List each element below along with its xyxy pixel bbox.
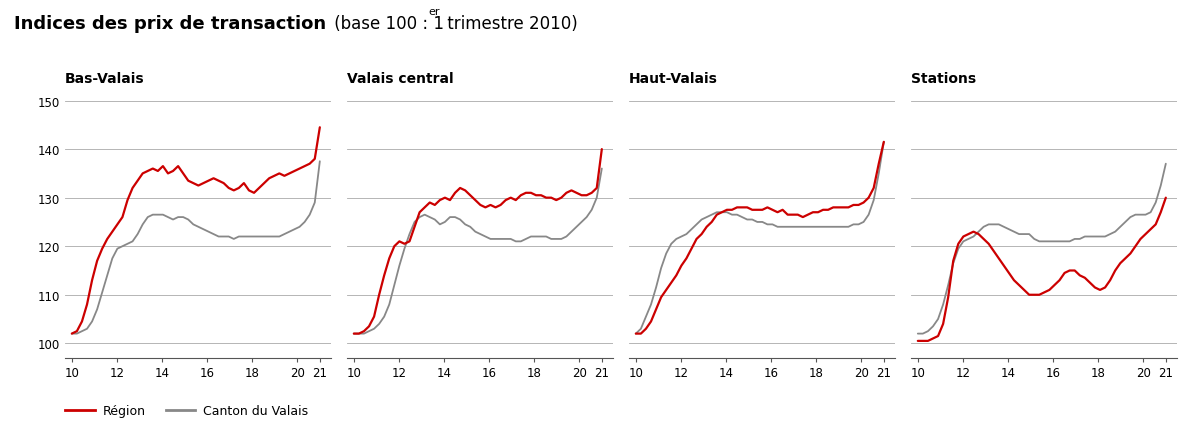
Text: Valais central: Valais central	[347, 72, 454, 85]
Text: er: er	[428, 7, 440, 17]
Text: (base 100 : 1: (base 100 : 1	[329, 15, 445, 33]
Text: trimestre 2010): trimestre 2010)	[442, 15, 577, 33]
Text: Stations: Stations	[911, 72, 976, 85]
Text: Haut-Valais: Haut-Valais	[629, 72, 718, 85]
Text: Canton du Valais: Canton du Valais	[203, 404, 309, 417]
Text: Indices des prix de transaction: Indices des prix de transaction	[14, 15, 327, 33]
Text: Région: Région	[103, 404, 146, 417]
Text: Bas-Valais: Bas-Valais	[65, 72, 144, 85]
